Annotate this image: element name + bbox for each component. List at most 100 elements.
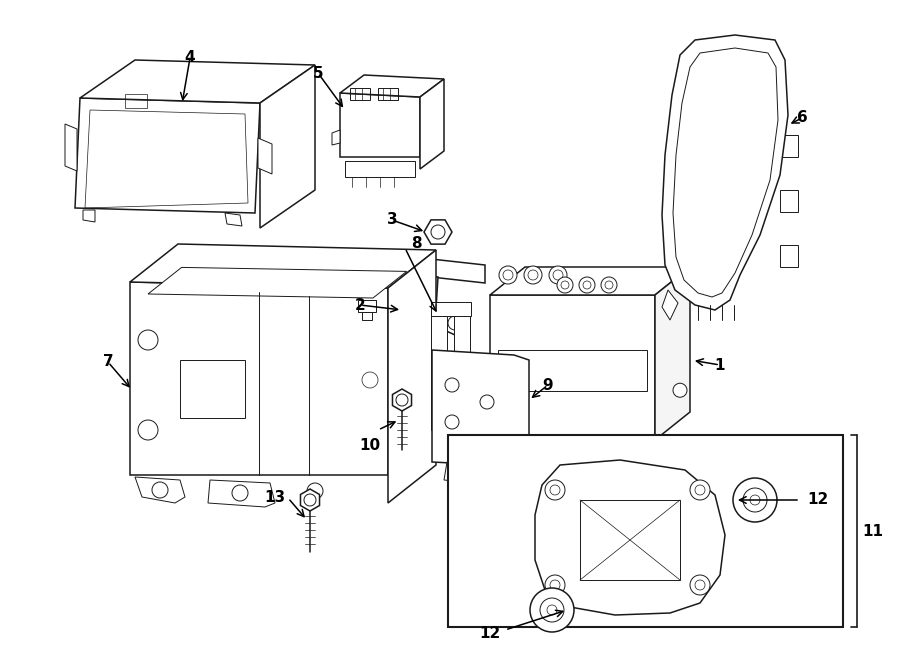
Circle shape — [601, 277, 617, 293]
Text: 6: 6 — [796, 110, 807, 126]
Polygon shape — [662, 35, 788, 310]
Text: 11: 11 — [862, 524, 884, 539]
Polygon shape — [382, 313, 412, 335]
Circle shape — [480, 395, 494, 409]
Circle shape — [395, 320, 409, 334]
Bar — [350, 88, 370, 100]
Text: 12: 12 — [480, 625, 500, 641]
Circle shape — [690, 575, 710, 595]
Bar — [378, 88, 398, 100]
Circle shape — [695, 580, 705, 590]
Polygon shape — [260, 65, 315, 228]
Polygon shape — [332, 130, 340, 145]
Polygon shape — [535, 460, 725, 615]
Polygon shape — [424, 220, 452, 244]
Circle shape — [530, 588, 574, 632]
Polygon shape — [80, 60, 315, 103]
Circle shape — [528, 270, 538, 280]
Bar — [454, 310, 470, 430]
Text: 9: 9 — [543, 377, 553, 393]
Text: 4: 4 — [184, 50, 195, 65]
Bar — [780, 190, 798, 212]
Circle shape — [304, 494, 316, 506]
Text: 5: 5 — [312, 65, 323, 81]
Circle shape — [583, 281, 591, 289]
Circle shape — [605, 281, 613, 289]
Circle shape — [431, 225, 445, 239]
Polygon shape — [225, 213, 242, 226]
Bar — [362, 312, 372, 320]
Polygon shape — [65, 124, 77, 171]
Polygon shape — [135, 477, 185, 503]
Polygon shape — [440, 310, 468, 335]
Circle shape — [673, 383, 687, 397]
Circle shape — [550, 580, 560, 590]
Polygon shape — [130, 244, 436, 288]
Polygon shape — [395, 255, 485, 283]
Circle shape — [499, 266, 517, 284]
Text: 7: 7 — [103, 354, 113, 369]
Circle shape — [138, 330, 158, 350]
Circle shape — [549, 266, 567, 284]
Text: 2: 2 — [355, 297, 365, 313]
Bar — [358, 300, 376, 312]
Bar — [580, 500, 680, 580]
Circle shape — [362, 372, 378, 388]
Circle shape — [545, 480, 565, 500]
Circle shape — [445, 378, 459, 392]
Circle shape — [553, 270, 563, 280]
Bar — [498, 350, 647, 391]
Bar — [125, 94, 147, 108]
Polygon shape — [208, 480, 275, 507]
Polygon shape — [655, 267, 690, 440]
Circle shape — [695, 485, 705, 495]
Polygon shape — [420, 79, 444, 169]
Bar — [180, 360, 245, 418]
Circle shape — [733, 478, 777, 522]
Bar — [780, 135, 798, 157]
Polygon shape — [75, 98, 260, 213]
Circle shape — [540, 598, 564, 622]
Circle shape — [690, 480, 710, 500]
Circle shape — [743, 488, 767, 512]
Polygon shape — [83, 210, 95, 222]
Circle shape — [545, 575, 565, 595]
Circle shape — [152, 482, 168, 498]
Polygon shape — [388, 250, 436, 503]
Circle shape — [503, 270, 513, 280]
Circle shape — [232, 485, 248, 501]
Text: 13: 13 — [265, 490, 285, 506]
Polygon shape — [408, 273, 438, 325]
Circle shape — [448, 316, 462, 330]
Bar — [448, 435, 843, 627]
Text: 10: 10 — [359, 438, 381, 453]
Bar — [345, 161, 415, 177]
Circle shape — [307, 483, 323, 499]
Circle shape — [547, 605, 557, 615]
Circle shape — [750, 495, 760, 505]
Bar — [431, 302, 471, 316]
Polygon shape — [258, 138, 272, 174]
Circle shape — [550, 485, 560, 495]
Circle shape — [445, 415, 459, 429]
Polygon shape — [392, 389, 411, 411]
Circle shape — [557, 277, 573, 293]
Bar — [431, 310, 447, 430]
Polygon shape — [490, 295, 655, 440]
Circle shape — [561, 281, 569, 289]
Polygon shape — [148, 268, 407, 298]
Polygon shape — [662, 290, 678, 320]
Text: 1: 1 — [715, 358, 725, 373]
Polygon shape — [130, 282, 388, 475]
Circle shape — [138, 420, 158, 440]
Text: 12: 12 — [807, 492, 829, 508]
Polygon shape — [490, 267, 690, 295]
Polygon shape — [340, 93, 420, 157]
Text: 3: 3 — [387, 212, 397, 227]
Polygon shape — [301, 489, 320, 511]
Polygon shape — [444, 462, 487, 484]
Polygon shape — [340, 75, 444, 97]
Polygon shape — [432, 350, 529, 467]
Circle shape — [524, 266, 542, 284]
Text: 8: 8 — [410, 235, 421, 251]
